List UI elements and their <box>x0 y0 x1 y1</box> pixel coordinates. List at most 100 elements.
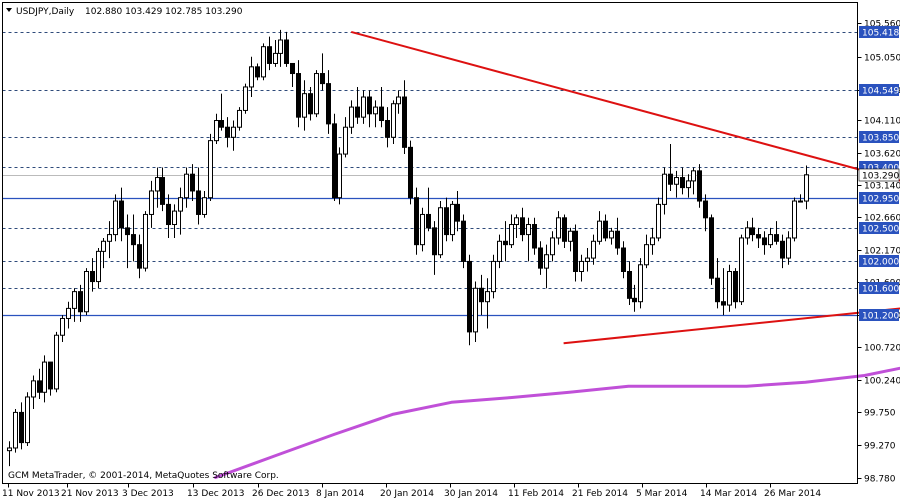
candle-body <box>774 234 779 242</box>
candle <box>455 190 460 232</box>
candle-body <box>314 73 319 115</box>
x-tick-label: 14 Mar 2014 <box>700 489 757 499</box>
candle-body <box>627 270 632 299</box>
x-tick-label: 21 Feb 2014 <box>572 489 628 499</box>
candle-body <box>249 66 254 88</box>
candle-body <box>680 177 685 189</box>
candle <box>550 231 555 262</box>
candle <box>37 368 42 399</box>
candle-body <box>473 287 478 333</box>
candle <box>426 187 431 232</box>
candle-body <box>621 247 626 272</box>
candle-body <box>573 230 578 272</box>
candle-body <box>691 170 696 182</box>
candle-body <box>255 66 260 78</box>
candle-body <box>550 237 555 256</box>
y-tick-label: 105.050 <box>864 54 900 64</box>
candle-body <box>455 203 460 222</box>
current-price-label: 103.290 <box>862 172 899 182</box>
candle <box>709 214 714 285</box>
candle <box>697 164 702 208</box>
candle-body <box>284 39 289 64</box>
candle <box>579 254 584 282</box>
candle <box>727 264 732 312</box>
candle-body <box>532 224 537 249</box>
candle-body <box>662 173 667 205</box>
candle <box>432 221 437 275</box>
x-tick-label: 3 Dec 2013 <box>122 489 174 499</box>
candle <box>686 174 691 198</box>
candle-body <box>426 213 431 229</box>
candle-body <box>715 277 720 303</box>
candle <box>343 117 348 158</box>
candle <box>25 392 30 446</box>
candle <box>349 100 354 134</box>
candle <box>308 86 313 121</box>
candle <box>225 117 230 148</box>
candle <box>13 409 18 453</box>
candle-body <box>320 73 325 85</box>
moving-average <box>214 366 900 479</box>
candle-body <box>225 126 230 138</box>
candle-body <box>721 301 726 306</box>
candle-body <box>373 106 378 115</box>
candle-body <box>48 361 53 390</box>
candle-body <box>273 52 278 64</box>
candle <box>113 194 118 242</box>
candle-body <box>355 106 360 118</box>
candle <box>556 211 561 245</box>
candle-body <box>202 197 207 215</box>
candle-body <box>19 411 24 444</box>
level-label-box <box>859 26 899 38</box>
dropdown-triangle-icon[interactable] <box>6 8 12 12</box>
candle <box>332 113 337 202</box>
x-tick-label: 30 Jan 2014 <box>444 489 498 499</box>
candle-body <box>444 207 449 236</box>
level-label: 101.600 <box>862 285 899 295</box>
candle <box>532 217 537 255</box>
candle <box>733 268 738 309</box>
candle-body <box>231 126 236 138</box>
candle-body <box>632 297 637 303</box>
candle <box>509 214 514 249</box>
candle <box>627 261 632 306</box>
candle-body <box>703 200 708 219</box>
level-label: 102.500 <box>862 225 899 235</box>
candle <box>526 217 531 262</box>
candle <box>621 241 626 279</box>
level-label-box <box>859 131 899 143</box>
candle <box>644 234 649 269</box>
candle-body <box>296 73 301 118</box>
candle <box>143 211 148 272</box>
candle-body <box>432 227 437 256</box>
candle-body <box>379 106 384 122</box>
candle-body <box>514 217 519 226</box>
candle-body <box>798 200 803 203</box>
candle <box>249 56 254 98</box>
candle-body <box>25 396 30 444</box>
candle <box>485 278 490 329</box>
level-label-box <box>859 309 899 321</box>
candle-body <box>137 244 142 269</box>
level-label-box <box>859 84 899 96</box>
candle <box>101 237 106 269</box>
y-tick-label: 98.780 <box>864 475 896 485</box>
candle-body <box>461 220 466 262</box>
candle-body <box>762 237 767 246</box>
candle-body <box>768 234 773 246</box>
candle-body <box>107 234 112 242</box>
candle-body <box>219 120 224 128</box>
candle <box>255 63 260 81</box>
candle <box>756 227 761 249</box>
candle <box>54 331 59 393</box>
candle <box>243 83 248 114</box>
y-tick-label: 100.240 <box>864 377 900 387</box>
candle <box>219 93 224 131</box>
candle-body <box>739 237 744 303</box>
candle-body <box>538 247 543 269</box>
candle <box>715 258 720 309</box>
candle-body <box>90 270 95 283</box>
candle <box>408 140 413 205</box>
candle <box>573 224 578 282</box>
candle <box>780 234 785 269</box>
